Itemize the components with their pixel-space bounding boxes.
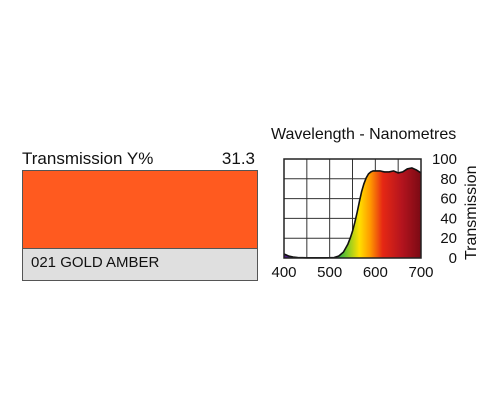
y-tick-label: 80 bbox=[440, 171, 457, 188]
filter-name: 021 GOLD AMBER bbox=[31, 254, 160, 271]
x-tick-label: 500 bbox=[317, 264, 342, 281]
filter-name-bar: 021 GOLD AMBER bbox=[22, 249, 258, 281]
y-tick-label: 60 bbox=[440, 191, 457, 208]
y-tick-label: 40 bbox=[440, 210, 457, 227]
y-tick-label: 0 bbox=[449, 250, 457, 267]
y-tick-label: 20 bbox=[440, 230, 457, 247]
color-swatch bbox=[22, 170, 258, 249]
y-tick-label: 100 bbox=[432, 151, 457, 168]
chart-frame bbox=[283, 158, 422, 259]
y-tick-labels: 0 20 40 60 80 100 bbox=[432, 151, 457, 267]
x-tick-label: 600 bbox=[363, 264, 388, 281]
chart-title: Wavelength - Nanometres bbox=[271, 126, 457, 143]
x-tick-label: 400 bbox=[271, 264, 296, 281]
transmission-value: 31.3 bbox=[221, 149, 255, 168]
transmission-label: Transmission Y% bbox=[22, 149, 154, 168]
x-tick-label: 700 bbox=[408, 264, 433, 281]
y-axis-title: Transmission bbox=[463, 165, 480, 260]
x-tick-labels: 400 500 600 700 bbox=[271, 264, 433, 281]
transmission-area bbox=[284, 167, 421, 258]
